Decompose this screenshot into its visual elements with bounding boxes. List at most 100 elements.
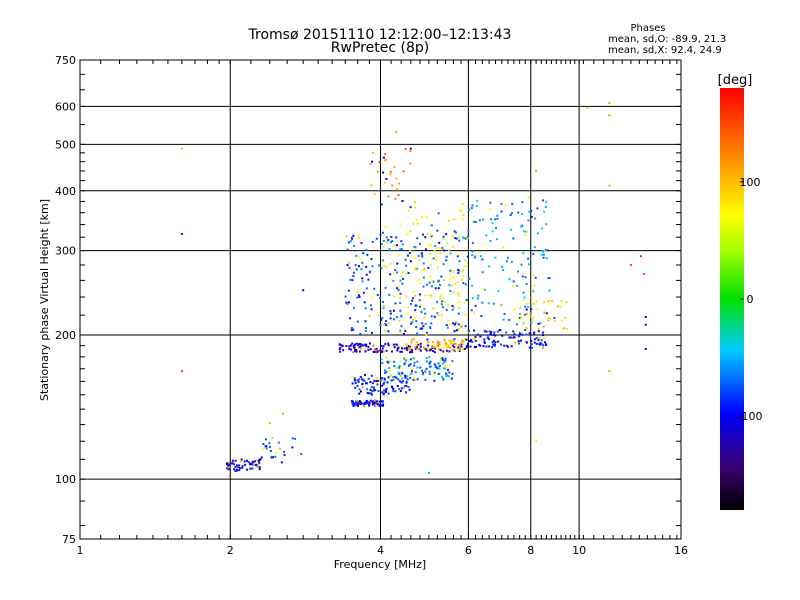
data-point: [346, 264, 349, 267]
data-point: [424, 378, 427, 381]
data-point: [477, 294, 480, 297]
data-point: [429, 365, 432, 368]
data-point: [339, 350, 342, 353]
data-point: [540, 253, 543, 256]
data-point: [180, 233, 183, 235]
data-point: [483, 330, 486, 333]
data-point: [488, 345, 491, 348]
data-point: [520, 263, 523, 266]
data-point: [398, 290, 401, 293]
data-point: [432, 257, 435, 260]
data-point: [457, 349, 460, 351]
data-point: [495, 227, 497, 229]
data-point: [499, 304, 502, 307]
data-point: [385, 387, 388, 390]
data-point: [421, 255, 424, 258]
data-point: [360, 343, 363, 346]
data-point: [417, 254, 420, 257]
data-point: [525, 341, 528, 344]
data-point: [274, 452, 277, 454]
data-point: [387, 392, 390, 395]
data-point: [415, 326, 418, 328]
data-point: [396, 271, 398, 274]
data-point: [395, 316, 398, 319]
y-tick-label: 300: [55, 245, 76, 258]
data-point: [339, 346, 342, 349]
data-point: [422, 372, 424, 375]
data-point: [464, 325, 467, 328]
data-point: [246, 468, 249, 471]
data-point: [492, 339, 495, 342]
data-point: [400, 381, 403, 384]
data-point: [361, 402, 364, 405]
data-point: [449, 341, 452, 344]
data-point: [436, 312, 439, 315]
data-point: [413, 201, 416, 204]
data-point: [357, 294, 360, 297]
data-point: [425, 349, 428, 352]
data-point: [302, 289, 305, 292]
data-point: [449, 278, 452, 281]
data-point: [432, 307, 435, 310]
data-point: [404, 258, 407, 261]
data-point: [426, 338, 429, 341]
data-point: [429, 325, 431, 328]
data-point: [419, 303, 422, 306]
data-point: [386, 381, 389, 384]
data-point: [458, 350, 461, 352]
data-point: [281, 412, 284, 415]
data-point: [542, 256, 545, 259]
data-point: [385, 388, 387, 391]
data-point: [452, 276, 455, 279]
data-point: [542, 331, 545, 334]
data-point: [424, 236, 427, 239]
data-point: [440, 303, 443, 306]
data-point: [397, 285, 400, 288]
data-point: [452, 291, 455, 294]
data-point: [354, 264, 357, 266]
data-point: [364, 374, 366, 376]
data-point: [524, 233, 527, 236]
data-point: [371, 241, 374, 243]
data-point: [420, 253, 423, 256]
data-point: [402, 380, 405, 383]
x-tick-label: 8: [527, 544, 534, 557]
data-point: [399, 380, 402, 383]
data-point: [548, 289, 551, 292]
data-point: [401, 372, 404, 375]
data-point: [382, 231, 384, 234]
data-point: [363, 380, 366, 383]
data-point: [398, 253, 401, 256]
data-point: [413, 317, 416, 320]
data-point: [438, 348, 440, 351]
chart-subtitle: RwPretec (8p): [331, 40, 429, 56]
data-point: [291, 446, 294, 449]
data-point: [486, 334, 489, 337]
data-point: [402, 170, 405, 173]
data-point: [434, 255, 437, 258]
data-point: [409, 303, 412, 305]
data-point: [533, 246, 536, 249]
data-point: [428, 252, 431, 255]
data-point: [479, 334, 482, 337]
data-point: [534, 217, 537, 220]
data-point: [370, 374, 373, 377]
data-point: [455, 329, 458, 332]
data-point: [274, 455, 277, 458]
data-point: [419, 342, 422, 345]
data-point: [474, 221, 477, 224]
data-point: [349, 278, 352, 281]
data-point: [411, 351, 414, 354]
data-point: [389, 374, 392, 377]
data-point: [445, 324, 448, 327]
data-point: [428, 356, 431, 359]
data-point: [400, 240, 403, 243]
data-point: [422, 262, 425, 265]
data-point: [516, 284, 518, 287]
data-point: [422, 233, 424, 236]
data-point: [527, 257, 530, 260]
data-point: [518, 342, 521, 345]
data-point: [247, 461, 250, 464]
data-point: [372, 151, 374, 154]
data-point: [462, 269, 465, 272]
